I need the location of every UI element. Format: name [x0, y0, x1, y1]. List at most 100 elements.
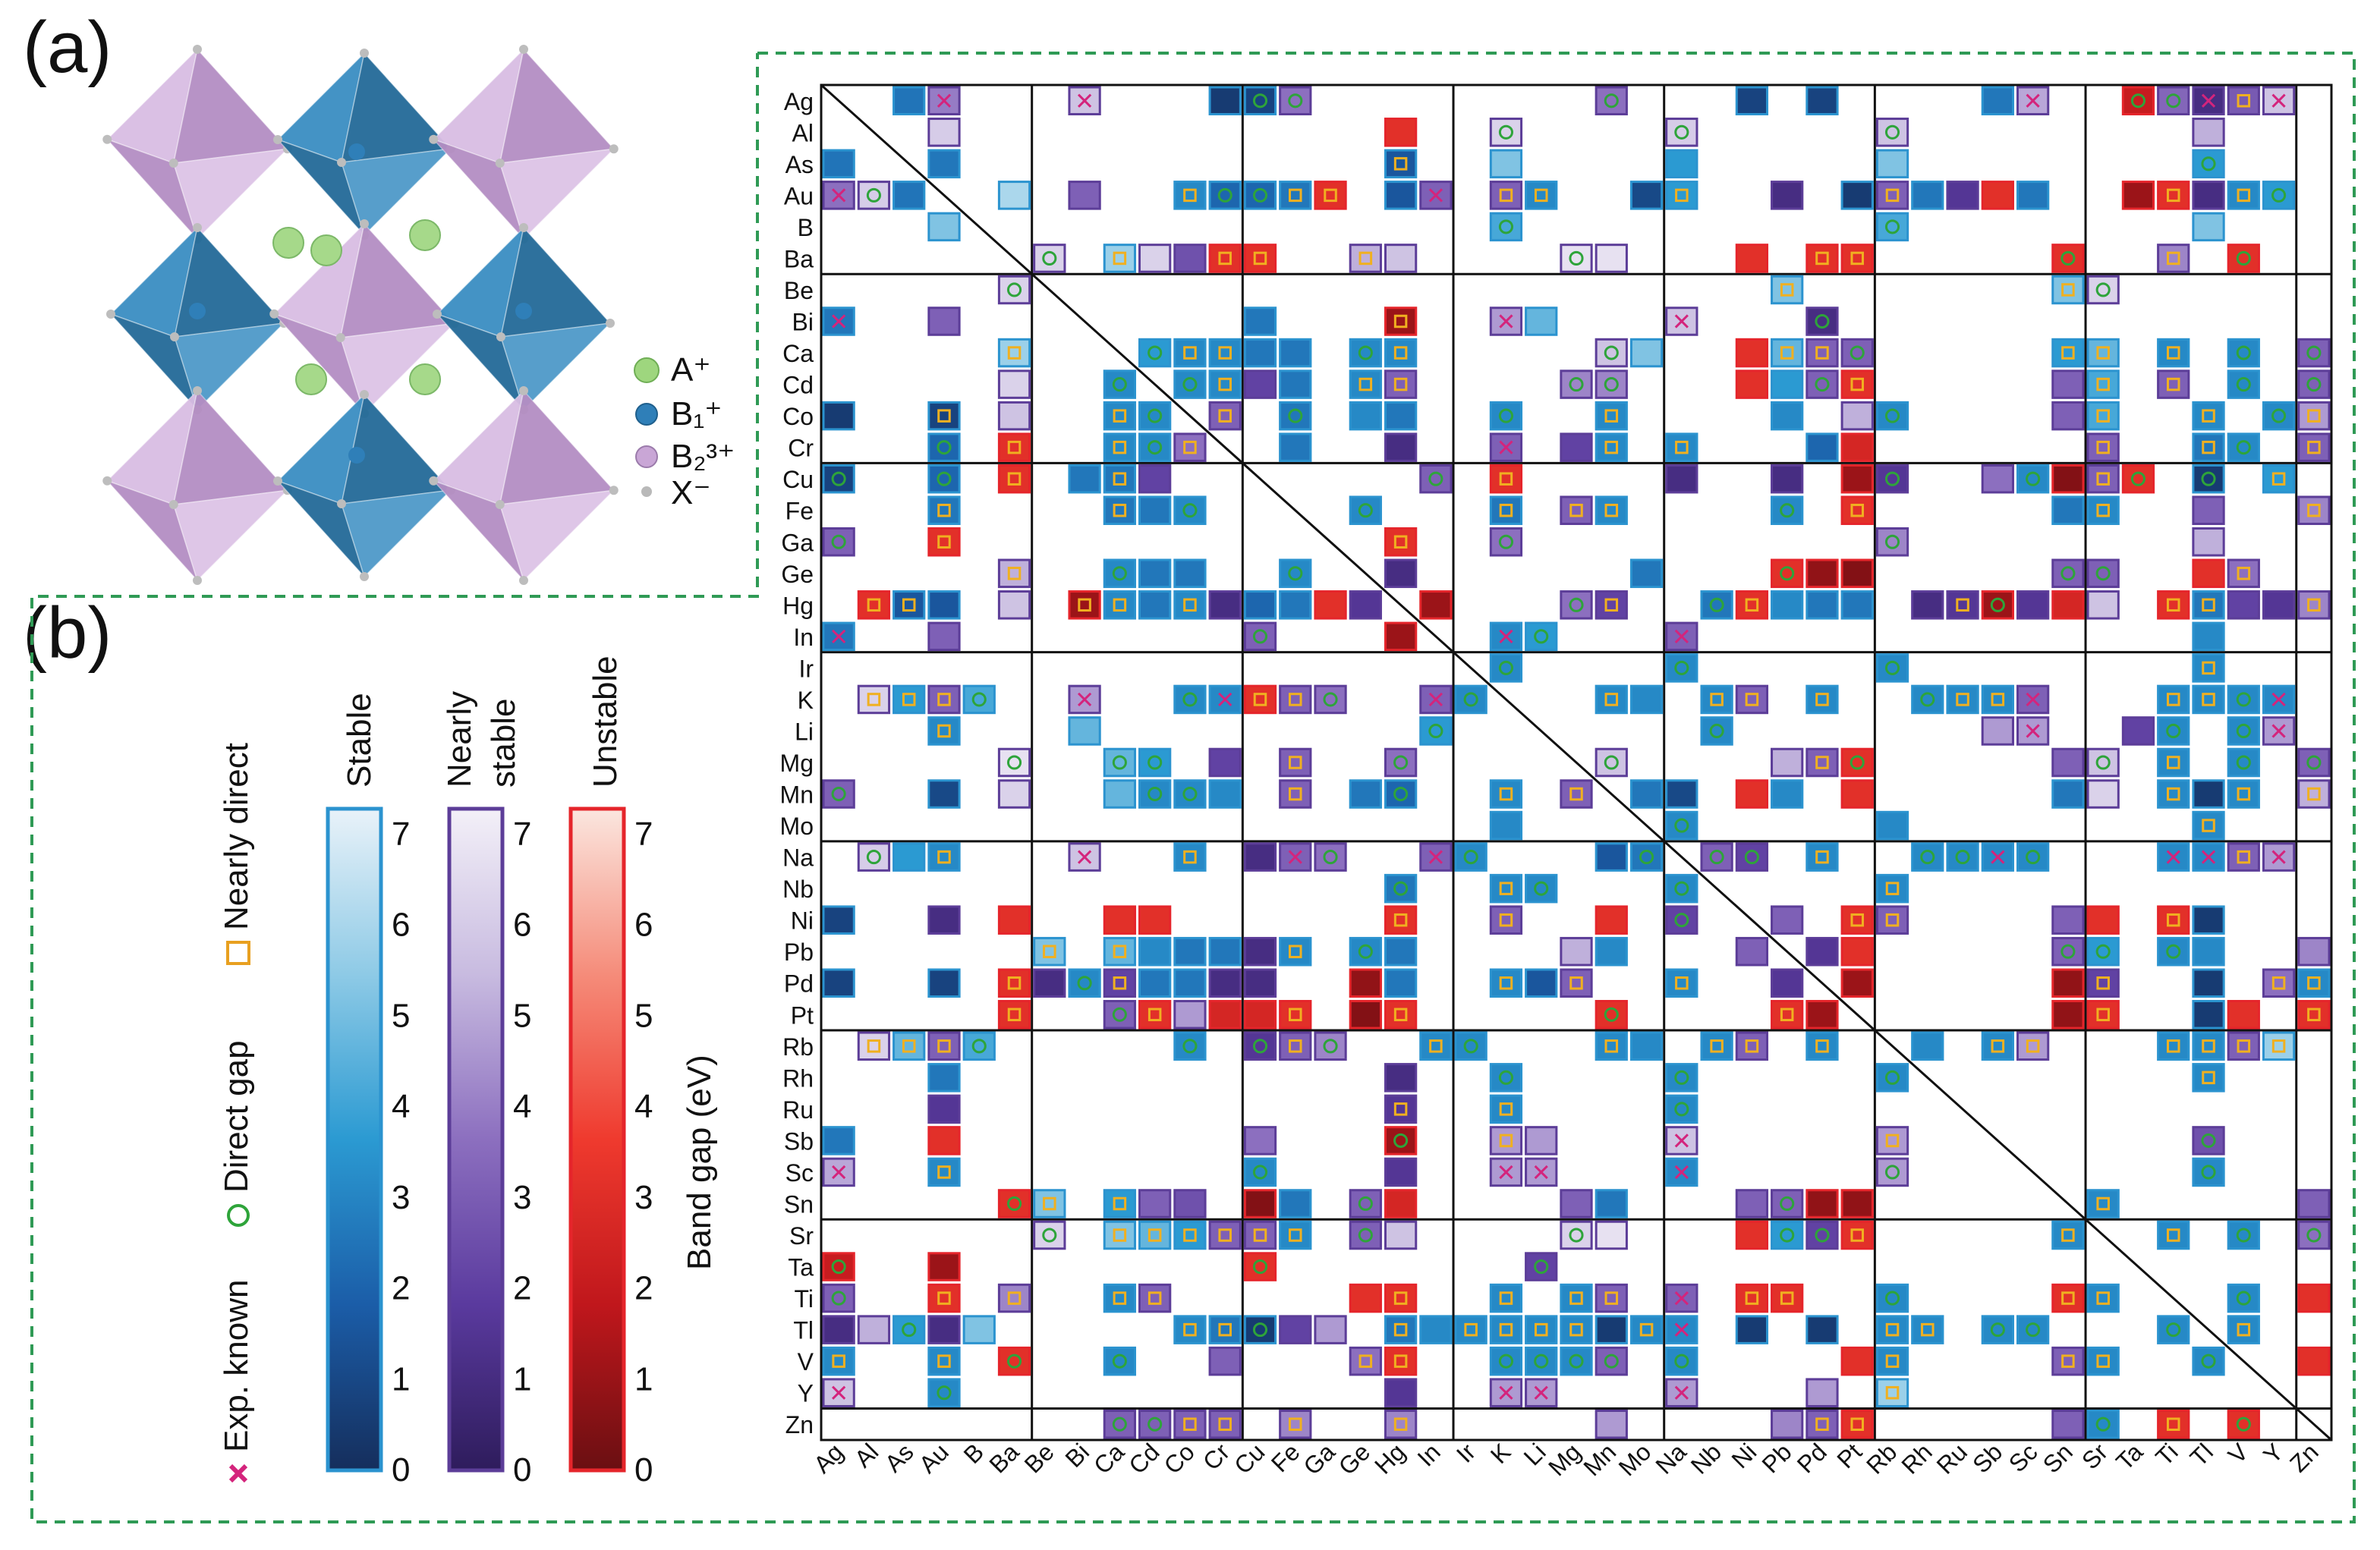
- nearly-direct-marker: [2096, 976, 2110, 990]
- cell-square: [927, 590, 961, 620]
- colorbar-tick: 1: [392, 1360, 410, 1398]
- heatmap-cell: [1629, 338, 1664, 368]
- nearly-direct-marker: [2202, 1071, 2215, 1085]
- cell-square: [1243, 1189, 1277, 1218]
- direct-gap-marker: [1884, 534, 1900, 549]
- heatmap-cell: [1384, 307, 1418, 336]
- heatmap-cell: [1805, 432, 1839, 462]
- nearly-direct-marker: [1113, 251, 1127, 266]
- cell-square: [1173, 1220, 1207, 1250]
- x-atom: [170, 332, 179, 341]
- cell-square: [2086, 747, 2120, 778]
- row-label: Pd: [784, 970, 814, 998]
- heatmap-cell: [1981, 464, 2014, 494]
- row-label: Ca: [782, 340, 814, 367]
- colorbar-tick: 0: [634, 1451, 653, 1489]
- cell-square: [1033, 1220, 1066, 1250]
- heatmap-cell: [2192, 653, 2225, 683]
- x-atom: [102, 134, 112, 144]
- row-label: In: [793, 624, 814, 651]
- colorbar-tick: 7: [634, 816, 653, 853]
- heatmap-cell: [1419, 181, 1453, 210]
- heatmap-cell: [927, 842, 961, 872]
- heatmap-cell: [1981, 86, 2014, 116]
- heatmap-cell: [1138, 968, 1172, 998]
- direct-gap-marker: [1042, 1228, 1057, 1243]
- cell-square: [927, 1063, 961, 1093]
- heatmap-cell: [1384, 1094, 1418, 1124]
- heatmap-cell: [1629, 181, 1664, 210]
- nearly-direct-marker: [1183, 440, 1197, 454]
- cell-square: [1489, 401, 1523, 431]
- heatmap-cell: [1946, 684, 1979, 715]
- row-label: Ta: [788, 1254, 814, 1281]
- colorbar-tick: 3: [513, 1179, 531, 1216]
- heatmap-cell: [1349, 244, 1382, 273]
- heatmap-cell: [1349, 401, 1382, 431]
- nearly-direct-marker: [1253, 693, 1267, 706]
- direct-gap-marker: [1569, 1228, 1584, 1243]
- nearly-direct-marker: [867, 598, 881, 612]
- heatmap-cell: [927, 1031, 961, 1061]
- heatmap-cell: [1805, 1409, 1839, 1439]
- cell-square: [1560, 369, 1593, 399]
- heatmap-cell: [1314, 684, 1347, 715]
- heatmap-cell: [2227, 244, 2260, 273]
- heatmap-cell: [1279, 338, 1312, 368]
- cell-square: [1243, 369, 1277, 399]
- cell-square: [1805, 1000, 1839, 1030]
- cell-square: [1384, 244, 1418, 273]
- cell-square: [822, 149, 855, 179]
- cell-square: [1875, 464, 1909, 494]
- nearly-direct-marker: [2096, 1008, 2110, 1022]
- cell-square: [1911, 684, 1944, 715]
- heatmap-cell: [2086, 495, 2120, 525]
- cell-square: [1384, 1126, 1418, 1155]
- heatmap-cell: [2192, 1063, 2225, 1093]
- cell-square: [2297, 968, 2331, 998]
- heatmap-cell: [1560, 1346, 1593, 1376]
- heatmap-cell: [1665, 181, 1698, 210]
- exp-known-marker: [1077, 850, 1092, 864]
- cell-square: [1279, 338, 1312, 368]
- direct-gap-marker: [1288, 93, 1303, 108]
- heatmap-cell: [1454, 842, 1488, 872]
- heatmap-cell: [1243, 968, 1277, 998]
- cell-square: [1349, 495, 1382, 525]
- heatmap-cell: [1805, 684, 1839, 715]
- heatmap-cell: [997, 432, 1031, 462]
- direct-gap-marker: [2201, 156, 2216, 171]
- heatmap-cell: [1805, 936, 1839, 967]
- heatmap-cell: [997, 968, 1031, 998]
- direct-gap-marker: [831, 534, 846, 549]
- col-label: Rb: [1861, 1438, 1902, 1479]
- nearly-direct-marker: [2096, 472, 2110, 486]
- cell-square: [1629, 779, 1664, 809]
- heatmap-cell: [1595, 1000, 1628, 1030]
- heatmap-cell: [1033, 244, 1066, 273]
- nearly-direct-marker: [1885, 913, 1900, 927]
- direct-gap-marker: [2026, 471, 2041, 486]
- heatmap-cell: [1384, 905, 1418, 935]
- heatmap-cell: [1173, 1220, 1207, 1250]
- heatmap-cell: [1173, 181, 1207, 210]
- heatmap-cell: [1489, 464, 1523, 494]
- nearly-direct-marker: [1183, 1417, 1197, 1431]
- heatmap-cell: [822, 307, 855, 336]
- heatmap-cell: [1771, 338, 1804, 368]
- heatmap-cell: [892, 842, 926, 872]
- heatmap-cell: [2016, 464, 2050, 494]
- direct-gap-marker: [1815, 1228, 1830, 1243]
- heatmap-cell: [1735, 779, 1769, 809]
- heatmap-cell: [1771, 1220, 1804, 1250]
- cell-square: [1981, 1315, 2014, 1344]
- heatmap-cell: [1489, 1315, 1523, 1344]
- cell-square: [1033, 244, 1066, 273]
- heatmap-cell: [2227, 1000, 2260, 1030]
- cell-square: [2157, 369, 2190, 399]
- cell-square: [1875, 1157, 1909, 1187]
- nearly-direct-marker: [1991, 1039, 2005, 1053]
- direct-gap-marker: [1148, 345, 1163, 360]
- colorbar-tick: 6: [392, 907, 410, 944]
- cell-square: [1700, 684, 1733, 715]
